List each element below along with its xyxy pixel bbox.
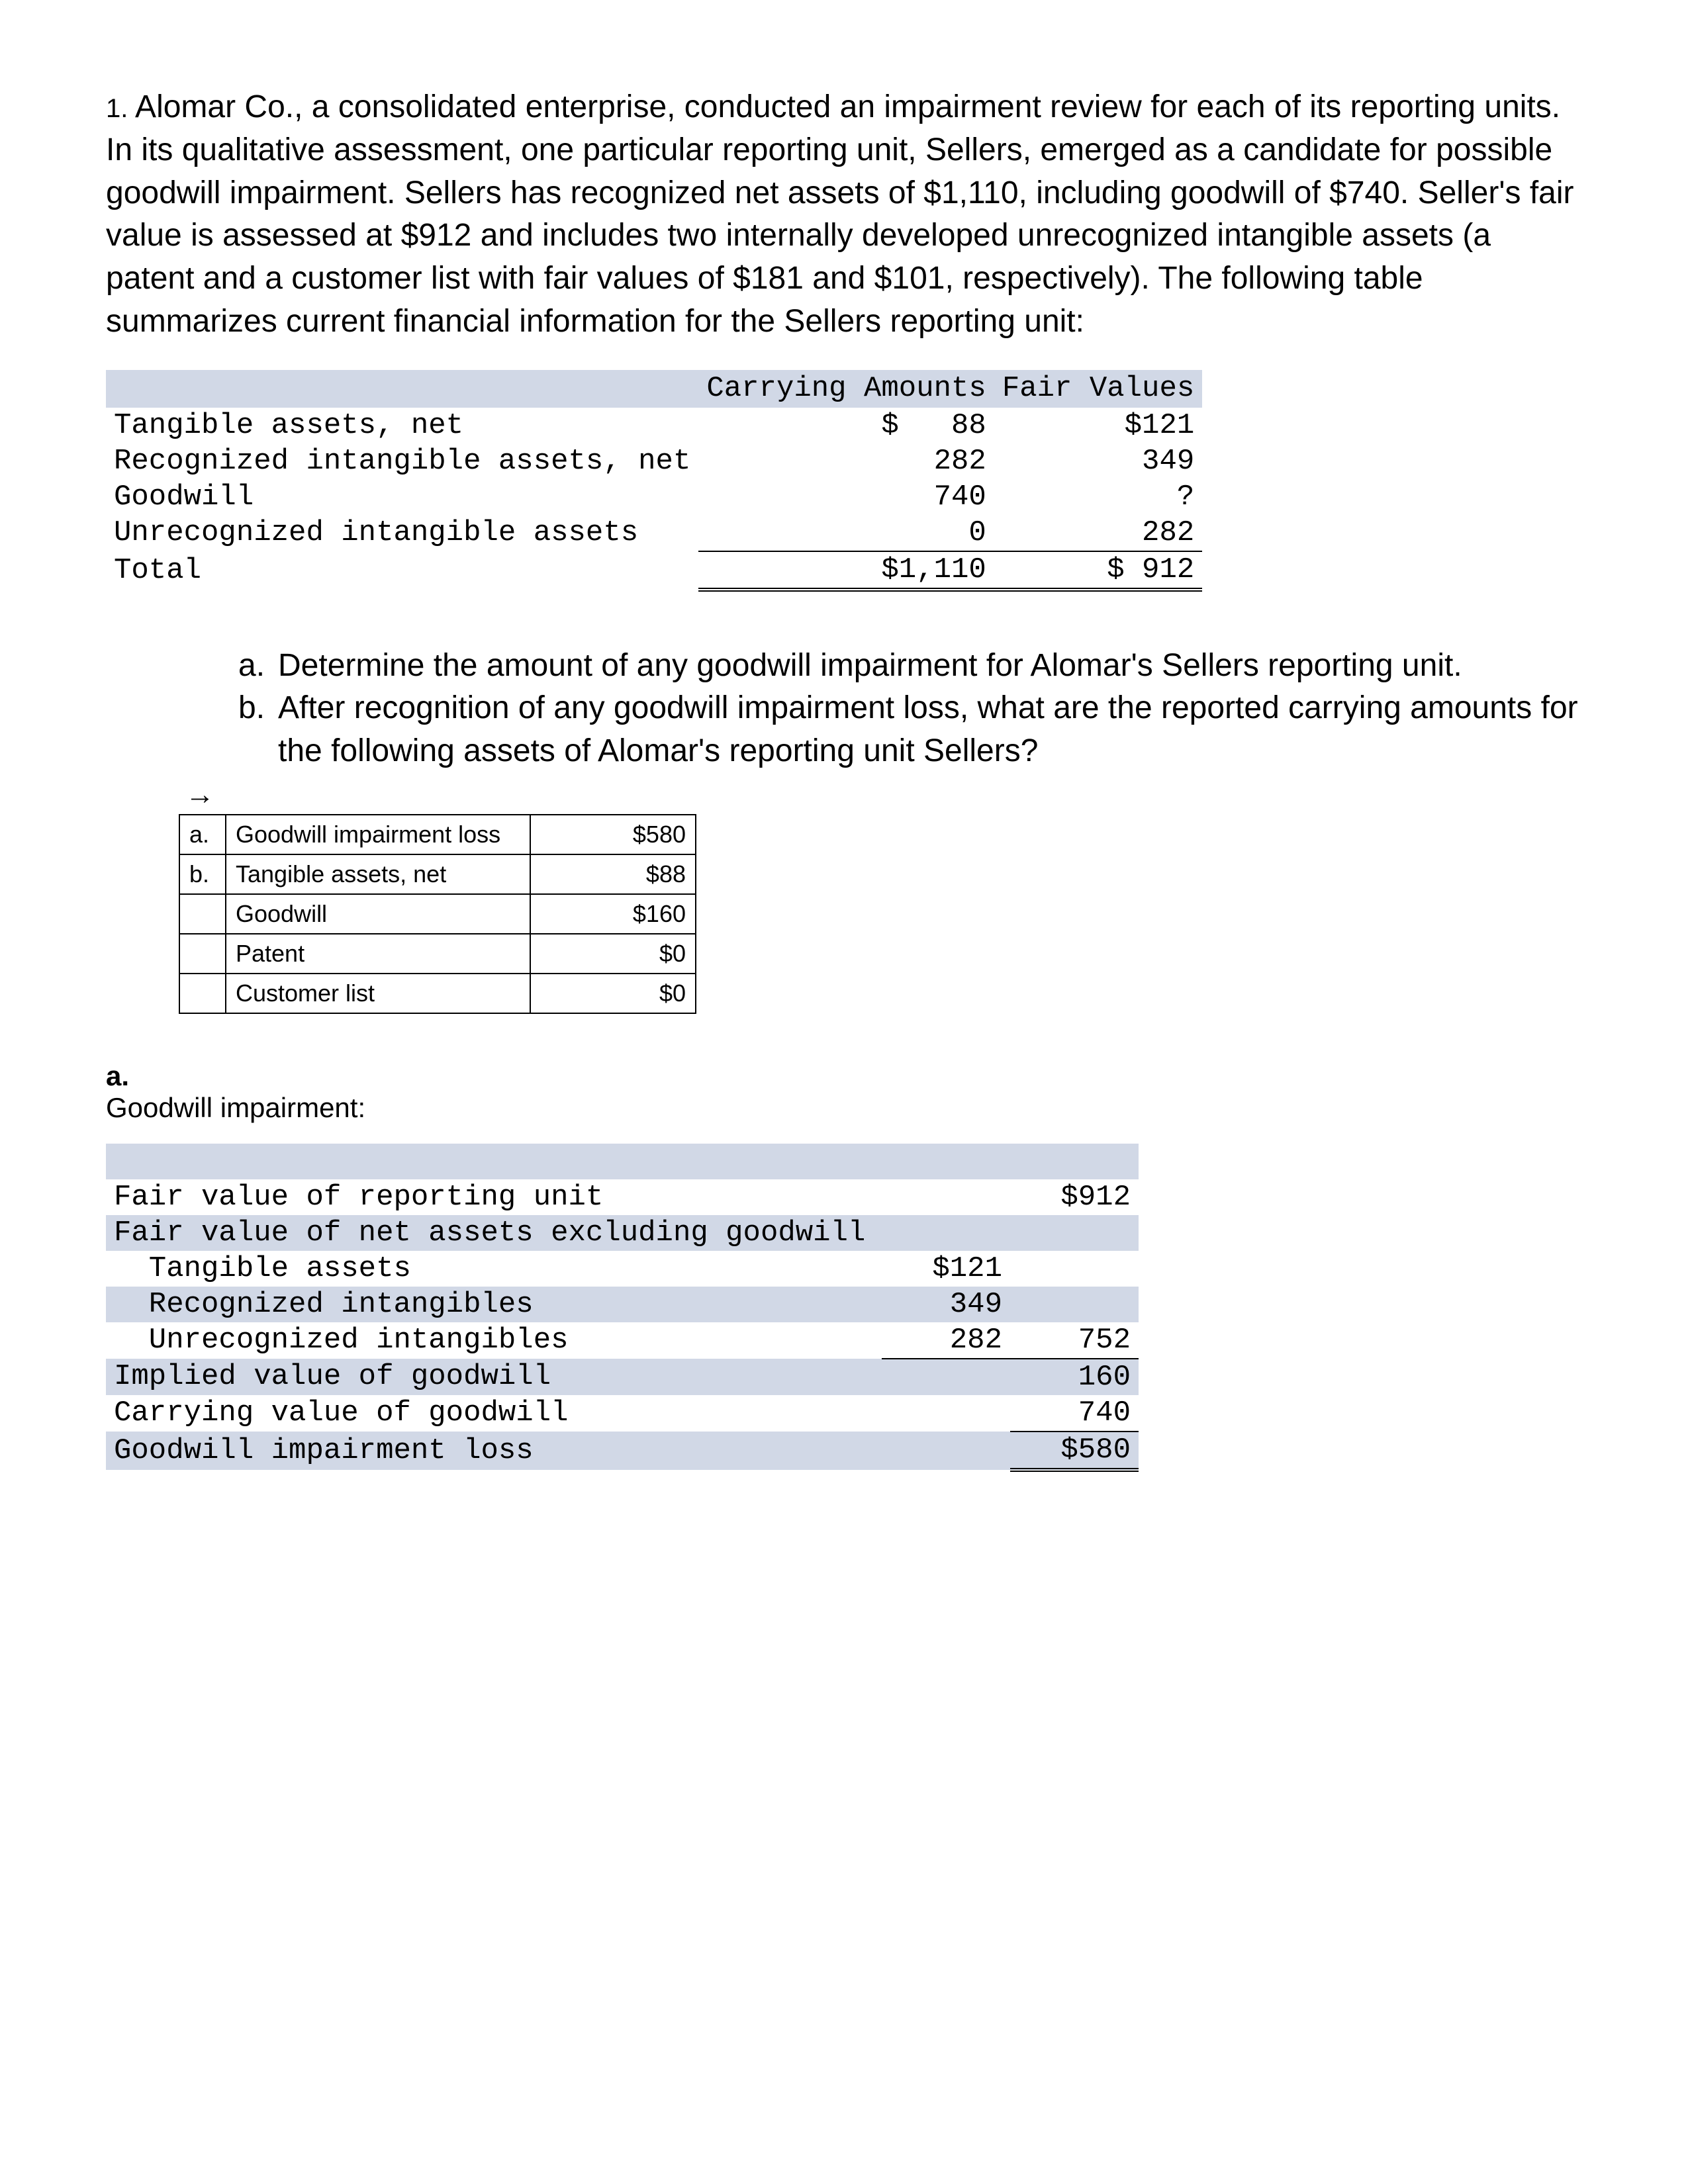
problem-number: 1. — [106, 94, 128, 123]
table-row: Goodwill $160 — [179, 894, 696, 934]
problem-text: Alomar Co., a consolidated enterprise, c… — [106, 89, 1574, 339]
shade-row — [106, 1144, 1139, 1179]
table-row: Unrecognized intangible assets 0 282 — [106, 515, 1202, 551]
table-row: Tangible assets, net $ 88 $121 — [106, 408, 1202, 443]
table-row: Customer list $0 — [179, 974, 696, 1013]
table-row: a. Goodwill impairment loss $580 — [179, 815, 696, 854]
table-row: Implied value of goodwill 160 — [106, 1359, 1139, 1395]
table-row: Carrying value of goodwill 740 — [106, 1395, 1139, 1432]
problem-statement: 1. Alomar Co., a consolidated enterprise… — [106, 86, 1582, 343]
table-row: Unrecognized intangibles 282 752 — [106, 1322, 1139, 1359]
header-blank — [106, 370, 698, 408]
sub-questions: a. Determine the amount of any goodwill … — [238, 645, 1582, 773]
table-row: Recognized intangibles 349 — [106, 1287, 1139, 1322]
section-a-heading: a. Goodwill impairment: — [106, 1060, 1582, 1124]
header-fair: Fair Values — [994, 370, 1202, 408]
table-header-row: Carrying Amounts Fair Values — [106, 370, 1202, 408]
header-carrying: Carrying Amounts — [698, 370, 994, 408]
table-row: Goodwill impairment loss $580 — [106, 1432, 1139, 1470]
table-row: Fair value of net assets excluding goodw… — [106, 1215, 1139, 1251]
goodwill-computation-table: Fair value of reporting unit $912 Fair v… — [106, 1144, 1139, 1472]
table-row: Recognized intangible assets, net 282 34… — [106, 443, 1202, 479]
subq-b: b. After recognition of any goodwill imp… — [238, 687, 1582, 773]
table-row: Goodwill 740 ? — [106, 479, 1202, 515]
table-total-row: Total $1,110 $ 912 — [106, 551, 1202, 590]
subq-a: a. Determine the amount of any goodwill … — [238, 645, 1582, 688]
table-row: b. Tangible assets, net $88 — [179, 854, 696, 894]
financial-summary-table: Carrying Amounts Fair Values Tangible as… — [106, 370, 1202, 592]
answer-table: a. Goodwill impairment loss $580 b. Tang… — [179, 814, 696, 1014]
table-row: Tangible assets $121 — [106, 1251, 1139, 1287]
table-row: Patent $0 — [179, 934, 696, 974]
table-row: Fair value of reporting unit $912 — [106, 1179, 1139, 1215]
arrow-icon: → — [185, 778, 1582, 811]
